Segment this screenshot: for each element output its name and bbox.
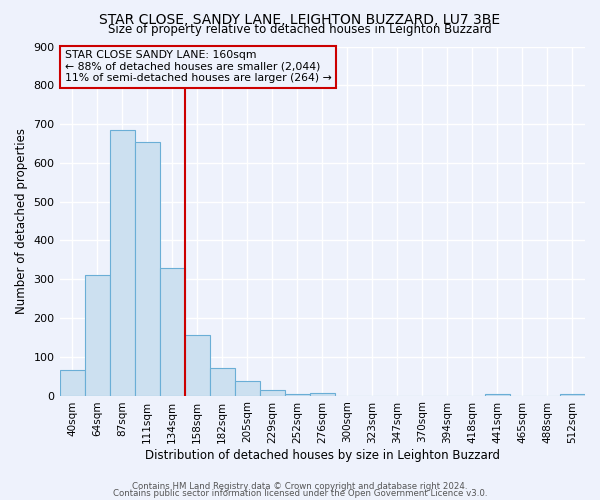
Y-axis label: Number of detached properties: Number of detached properties — [15, 128, 28, 314]
Bar — [85, 276, 110, 396]
Bar — [59, 370, 85, 396]
Text: STAR CLOSE SANDY LANE: 160sqm
← 88% of detached houses are smaller (2,044)
11% o: STAR CLOSE SANDY LANE: 160sqm ← 88% of d… — [65, 50, 332, 83]
Bar — [134, 142, 160, 396]
Bar — [185, 336, 209, 396]
Bar — [209, 368, 235, 396]
Bar — [560, 394, 585, 396]
Text: STAR CLOSE, SANDY LANE, LEIGHTON BUZZARD, LU7 3BE: STAR CLOSE, SANDY LANE, LEIGHTON BUZZARD… — [100, 12, 500, 26]
Bar — [110, 130, 134, 396]
Bar — [485, 394, 510, 396]
Bar — [310, 393, 335, 396]
Bar — [260, 390, 285, 396]
Text: Contains public sector information licensed under the Open Government Licence v3: Contains public sector information licen… — [113, 490, 487, 498]
Text: Size of property relative to detached houses in Leighton Buzzard: Size of property relative to detached ho… — [108, 22, 492, 36]
Bar — [235, 381, 260, 396]
Bar — [285, 394, 310, 396]
Text: Contains HM Land Registry data © Crown copyright and database right 2024.: Contains HM Land Registry data © Crown c… — [132, 482, 468, 491]
Bar — [160, 268, 185, 396]
X-axis label: Distribution of detached houses by size in Leighton Buzzard: Distribution of detached houses by size … — [145, 450, 500, 462]
